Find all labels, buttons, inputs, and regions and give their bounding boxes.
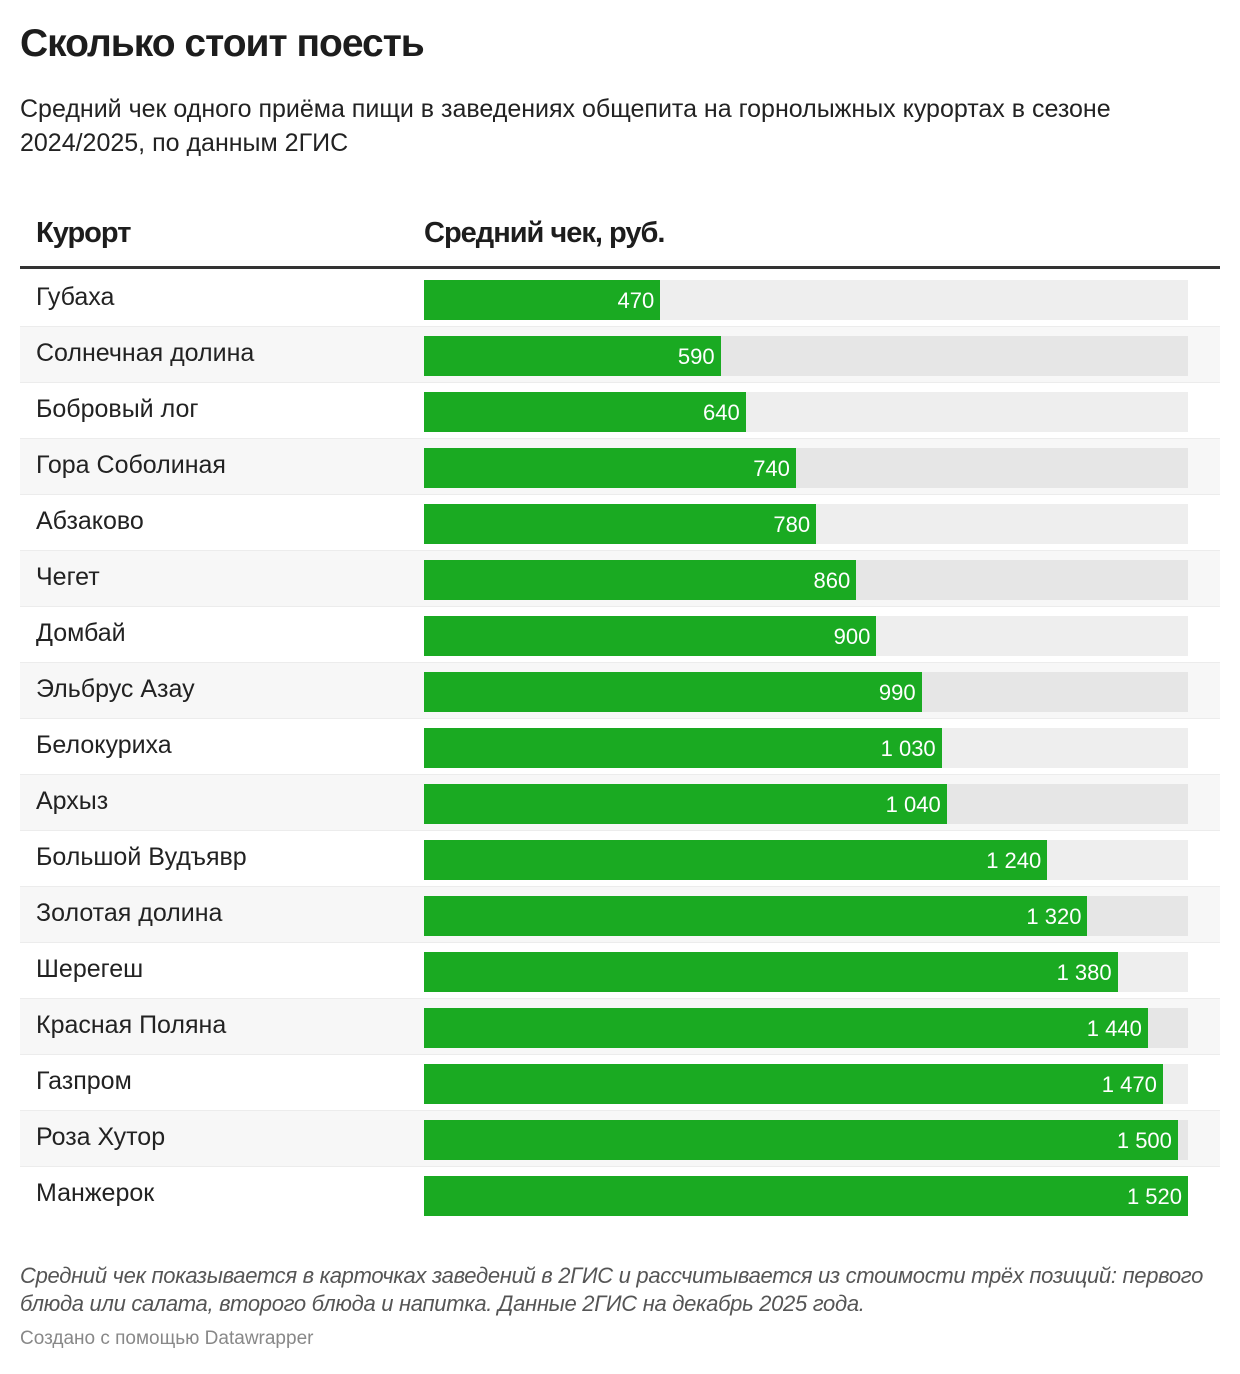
bar: 640: [424, 392, 746, 432]
bar-track: 640: [424, 392, 1188, 432]
bar: 1 470: [424, 1064, 1163, 1104]
resort-name: Солнечная долина: [36, 339, 255, 367]
bar-value-label: 860: [813, 568, 851, 593]
bar-track: 1 040: [424, 784, 1188, 824]
bar-value-label: 1 030: [880, 736, 936, 761]
resort-name: Манжерок: [36, 1179, 155, 1207]
table-row: Губаха 470: [20, 271, 1220, 327]
resort-name: Большой Вудъявр: [36, 843, 247, 871]
resort-name: Красная Поляна: [36, 1011, 227, 1039]
bar-value-label: 900: [833, 624, 871, 649]
resort-name: Абзаково: [36, 507, 144, 535]
table-row: Домбай 900: [20, 607, 1220, 663]
bar-value-label: 990: [878, 680, 916, 705]
table-row: Золотая долина 1 320: [20, 887, 1220, 943]
table-row: Солнечная долина 590: [20, 327, 1220, 383]
table-row: Красная Поляна 1 440: [20, 999, 1220, 1055]
resort-name: Чегет: [36, 563, 100, 591]
chart-subtitle: Средний чек одного приёма пищи в заведен…: [20, 95, 1111, 157]
bar: 470: [424, 280, 661, 320]
table-row: Шерегеш 1 380: [20, 943, 1220, 999]
column-header-avg-check[interactable]: Средний чек, руб.: [424, 217, 665, 249]
bar-track: 470: [424, 280, 1188, 320]
resort-name: Газпром: [36, 1067, 132, 1095]
table-row: Гора Соболиная 740: [20, 439, 1220, 495]
resort-name: Золотая долина: [36, 899, 223, 927]
bar-track: 1 380: [424, 952, 1188, 992]
table-row: Архыз 1 040: [20, 775, 1220, 831]
table-row: Большой Вудъявр 1 240: [20, 831, 1220, 887]
bar: 1 500: [424, 1120, 1178, 1160]
bar-value-label: 1 040: [885, 792, 941, 817]
bar-track: 1 470: [424, 1064, 1188, 1104]
bar-value-label: 640: [703, 400, 740, 425]
bar: 990: [424, 672, 922, 712]
bar-track: 740: [424, 448, 1188, 488]
resort-name: Губаха: [36, 283, 115, 311]
bar: 740: [424, 448, 796, 488]
bar-track: 1 520: [424, 1176, 1188, 1216]
table-row: Бобровый лог 640: [20, 383, 1220, 439]
bar: 1 040: [424, 784, 947, 824]
resort-name: Бобровый лог: [36, 395, 199, 423]
resort-name: Роза Хутор: [36, 1123, 166, 1151]
bar-value-label: 1 470: [1101, 1072, 1157, 1097]
bar-track: 780: [424, 504, 1188, 544]
resort-name: Архыз: [36, 787, 109, 815]
bar: 1 240: [424, 840, 1048, 880]
bar-track: 860: [424, 560, 1188, 600]
bar-track: 1 030: [424, 728, 1188, 768]
bar-value-label: 590: [677, 344, 715, 369]
bar-value-label: 470: [617, 288, 655, 313]
table-header: Курорт Средний чек, руб.: [20, 212, 1220, 269]
credit-link[interactable]: Создано с помощью Datawrapper: [20, 1328, 314, 1349]
bar: 1 380: [424, 952, 1118, 992]
bar-track: 1 240: [424, 840, 1188, 880]
table-row: Чегет 860: [20, 551, 1220, 607]
bar-value-label: 1 500: [1116, 1128, 1172, 1153]
chart-notes: Средний чек показывается в карточках зав…: [20, 1263, 1204, 1316]
table-row: Газпром 1 470: [20, 1055, 1220, 1111]
resort-name: Шерегеш: [36, 955, 144, 983]
column-header-resort[interactable]: Курорт: [36, 217, 131, 249]
bar: 900: [424, 616, 877, 656]
bar-track: 590: [424, 336, 1188, 376]
bar-track: 900: [424, 616, 1188, 656]
bar: 1 520: [424, 1176, 1188, 1216]
resort-name: Гора Соболиная: [36, 451, 226, 479]
bar-track: 990: [424, 672, 1188, 712]
bar: 780: [424, 504, 817, 544]
table-row: Белокуриха 1 030: [20, 719, 1220, 775]
bar-value-label: 1 320: [1026, 904, 1082, 929]
chart-title: Сколько стоит поесть: [20, 22, 425, 65]
bar-value-label: 1 440: [1086, 1016, 1142, 1041]
bar-track: 1 440: [424, 1008, 1188, 1048]
bar-value-label: 1 380: [1056, 960, 1112, 985]
bar: 590: [424, 336, 721, 376]
bar: 860: [424, 560, 857, 600]
table-row: Абзаково 780: [20, 495, 1220, 551]
bar-track: 1 320: [424, 896, 1188, 936]
bar-value-label: 780: [773, 512, 811, 537]
table-row: Эльбрус Азау 990: [20, 663, 1220, 719]
bar: 1 030: [424, 728, 942, 768]
bar: 1 320: [424, 896, 1088, 936]
bar-track: 1 500: [424, 1120, 1188, 1160]
bar: 1 440: [424, 1008, 1148, 1048]
resort-name: Белокуриха: [36, 731, 172, 759]
table-row: Роза Хутор 1 500: [20, 1111, 1220, 1167]
bar-value-label: 1 240: [986, 848, 1042, 873]
bar-value-label: 740: [753, 456, 790, 481]
resort-name: Домбай: [36, 619, 126, 647]
resort-name: Эльбрус Азау: [36, 675, 195, 703]
table-body: Губаха 470 Солнечная долина 590 Бобровый…: [20, 271, 1220, 1222]
bar-value-label: 1 520: [1126, 1184, 1182, 1209]
table-row: Манжерок 1 520: [20, 1167, 1220, 1222]
